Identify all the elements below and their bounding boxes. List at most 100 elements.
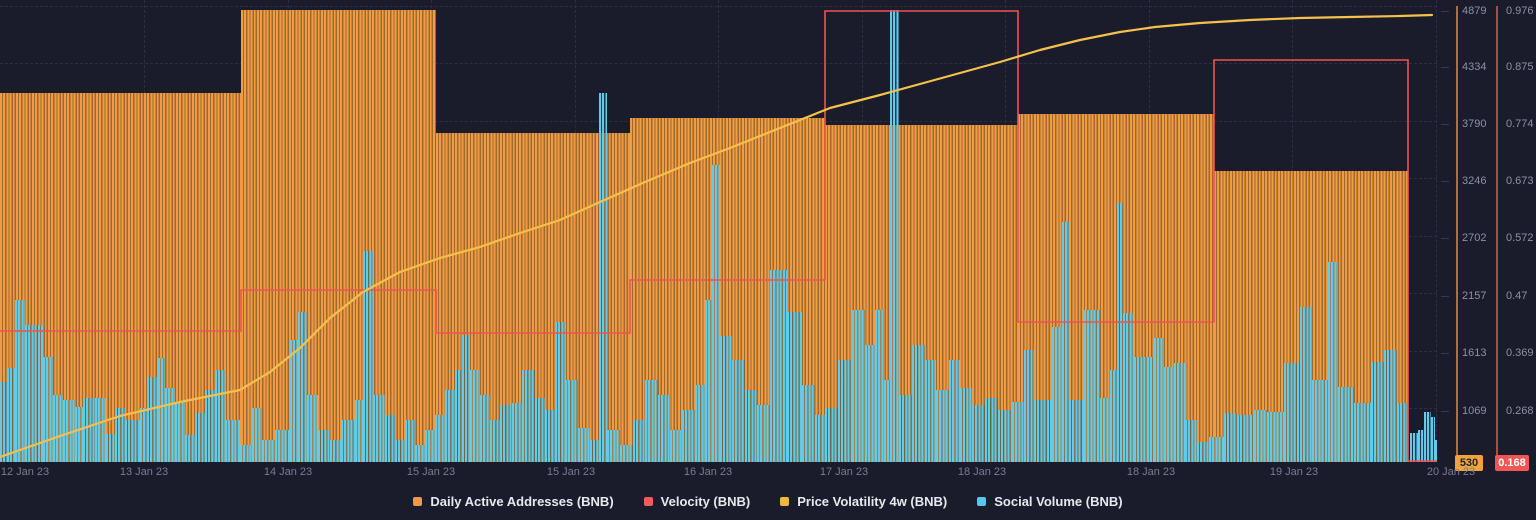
social-volume-bar xyxy=(1134,357,1154,462)
social-volume-bar xyxy=(745,390,757,462)
axis-tick xyxy=(1441,296,1449,297)
social-volume-bar xyxy=(1164,367,1174,462)
velocity-axis-tick-label: 0.774 xyxy=(1506,118,1534,130)
social-volume-bar xyxy=(757,405,770,462)
daa-axis-tick-label: 4879 xyxy=(1462,5,1487,17)
social-volume-bar xyxy=(899,395,912,462)
social-volume-bar xyxy=(75,407,83,462)
legend-swatch-icon xyxy=(780,496,790,506)
chart-plot-area[interactable] xyxy=(0,0,1437,462)
social-volume-bar xyxy=(341,420,355,462)
social-volume-bar xyxy=(645,380,658,462)
social-volume-bar xyxy=(1154,338,1164,462)
axis-tick xyxy=(1441,67,1449,68)
social-volume-bar xyxy=(43,357,53,462)
legend-swatch-icon xyxy=(643,496,653,506)
velocity-axis-tick-label: 0.47 xyxy=(1506,290,1528,302)
social-volume-bar xyxy=(252,408,262,462)
social-volume-bar xyxy=(852,310,865,462)
legend-item-daily-active-addresses-bnb[interactable]: Daily Active Addresses (BNB) xyxy=(413,493,614,509)
social-volume-bar xyxy=(455,370,462,462)
social-volume-bar xyxy=(1100,398,1110,462)
social-volume-bar xyxy=(1397,403,1409,462)
chart-legend: Daily Active Addresses (BNB) Velocity (BN… xyxy=(0,490,1536,512)
social-volume-bar xyxy=(1052,327,1062,462)
velocity-axis-tick-label: 0.875 xyxy=(1506,61,1534,73)
axis-tick xyxy=(1441,181,1449,182)
x-axis-date-label: 13 Jan 23 xyxy=(119,466,169,478)
legend-item-velocity-bnb[interactable]: Velocity (BNB) xyxy=(643,493,751,509)
axis-tick xyxy=(1441,411,1449,412)
social-volume-bar xyxy=(298,312,307,462)
daa-axis-tick-label: 3246 xyxy=(1462,175,1487,187)
legend-label: Price Volatility 4w (BNB) xyxy=(797,493,948,509)
legend-swatch-icon xyxy=(977,496,987,506)
social-volume-bar xyxy=(1174,363,1185,462)
legend-item-price-volatility-4w-bnb[interactable]: Price Volatility 4w (BNB) xyxy=(780,494,947,509)
social-volume-bar xyxy=(125,420,140,462)
social-volume-bar xyxy=(590,440,599,462)
price-volatility-line xyxy=(0,13,1434,459)
social-volume-bar xyxy=(165,388,175,462)
social-volume-bar xyxy=(425,430,435,462)
social-volume-bar xyxy=(470,370,480,462)
social-volume-bar xyxy=(732,360,745,462)
x-axis-date-label: 15 Jan 23 xyxy=(406,466,456,478)
social-volume-bar xyxy=(578,428,590,462)
social-volume-bar xyxy=(15,300,25,462)
social-volume-bar xyxy=(1024,350,1034,462)
social-volume-bar xyxy=(1424,412,1431,462)
social-volume-bar xyxy=(290,340,298,462)
social-volume-bar xyxy=(1069,400,1084,462)
social-volume-bar xyxy=(53,395,63,462)
social-volume-bar xyxy=(435,415,445,462)
x-axis-date-label: 12 Jan 23 xyxy=(0,466,50,478)
social-volume-bar xyxy=(25,325,43,462)
social-volume-bar xyxy=(522,370,535,462)
x-axis-date-label: 20 Jan 23 xyxy=(1426,466,1476,478)
social-volume-bar xyxy=(1237,415,1254,462)
legend-item-social-volume-bnb[interactable]: Social Volume (BNB) xyxy=(977,494,1123,509)
axis-tick xyxy=(1441,11,1449,12)
social-volume-bar xyxy=(884,380,890,462)
social-volume-bar xyxy=(307,395,318,462)
social-volume-bar xyxy=(195,413,205,462)
social-volume-bar xyxy=(620,445,633,462)
legend-label: Daily Active Addresses (BNB) xyxy=(430,493,614,509)
social-volume-bar xyxy=(925,360,936,462)
social-volume-bar xyxy=(445,390,455,462)
velocity-axis-tick-label: 0.268 xyxy=(1506,405,1534,417)
social-volume-bar xyxy=(275,430,290,462)
social-volume-bar xyxy=(405,420,415,462)
x-axis-date-label: 17 Jan 23 xyxy=(819,466,869,478)
social-volume-bar xyxy=(363,251,373,462)
social-volume-bar xyxy=(240,445,252,462)
social-volume-bar xyxy=(83,398,95,462)
social-volume-bar xyxy=(1328,262,1338,462)
velocity-axis-tick-label: 0.572 xyxy=(1506,232,1534,244)
social-volume-bar xyxy=(1062,222,1069,462)
social-volume-bar xyxy=(936,390,949,462)
velocity-current-value-badge: 0.168 xyxy=(1495,455,1529,471)
social-volume-bar xyxy=(175,402,185,462)
social-volume-bar xyxy=(1012,402,1024,462)
social-volume-bar xyxy=(1338,387,1354,462)
social-volume-bar xyxy=(712,165,720,462)
x-axis-date-label: 16 Jan 23 xyxy=(683,466,733,478)
social-volume-bar xyxy=(565,380,578,462)
social-volume-bar xyxy=(949,360,960,462)
social-volume-bar xyxy=(770,270,787,462)
social-volume-bar xyxy=(1284,363,1300,462)
legend-label: Velocity (BNB) xyxy=(660,493,751,509)
social-volume-bar xyxy=(147,377,158,462)
social-volume-bar xyxy=(1435,440,1437,462)
x-axis-date-label: 14 Jan 23 xyxy=(263,466,313,478)
social-volume-bar xyxy=(512,403,522,462)
social-volume-bar xyxy=(1267,412,1284,462)
social-volume-bar xyxy=(1312,380,1328,462)
social-volume-bar xyxy=(875,310,884,462)
social-volume-bar xyxy=(318,430,330,462)
social-volume-bar xyxy=(355,400,363,462)
social-volume-bar xyxy=(998,410,1012,462)
social-volume-bar xyxy=(912,345,925,462)
